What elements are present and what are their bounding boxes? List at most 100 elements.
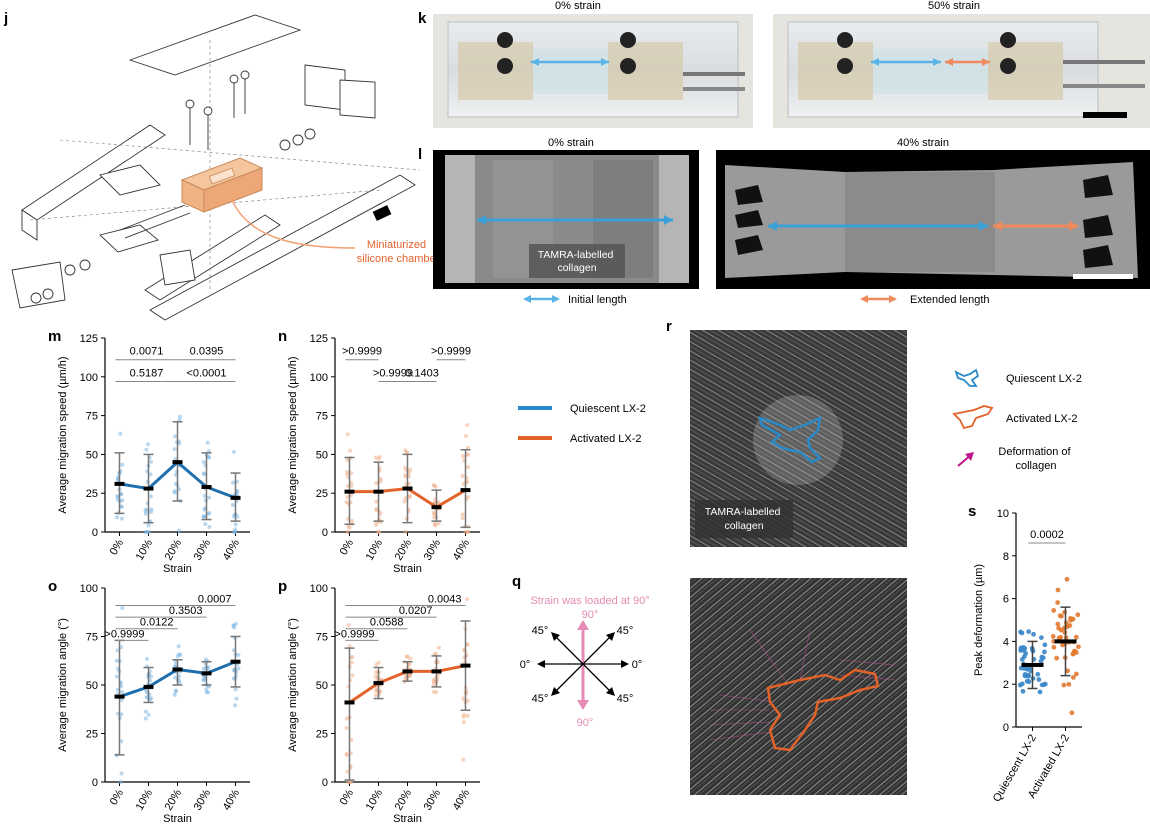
data-point	[177, 680, 182, 685]
data-point	[1054, 655, 1060, 661]
data-point	[1026, 679, 1032, 685]
data-point	[203, 657, 208, 662]
strain-compass: Strain was loaded at 90° 90° 0° 0° 45° 4…	[520, 595, 650, 729]
y-tick-label: 0	[92, 527, 98, 539]
data-point	[1041, 682, 1047, 688]
data-point	[178, 652, 183, 657]
data-point	[1065, 668, 1070, 674]
mean-marker	[114, 694, 125, 699]
l-overlay-text: TAMRA-labelled collagen	[538, 249, 617, 274]
data-point	[1073, 671, 1079, 677]
data-point	[374, 522, 379, 527]
data-point	[348, 448, 353, 453]
data-point	[1064, 576, 1070, 582]
data-point	[350, 673, 355, 678]
q-bottom-label: 90°	[577, 717, 594, 729]
y-axis-label: Average migration speed (µm/h)	[287, 356, 299, 513]
data-point	[148, 494, 153, 499]
data-point	[1060, 642, 1066, 648]
chart-o: 0 25 50 75 100 Average migration angle (°) 0% 1…	[57, 583, 250, 825]
data-point	[172, 447, 177, 452]
x-tick-label: 20%	[163, 537, 185, 562]
x-tick-label: 40%	[221, 787, 243, 812]
data-point	[436, 521, 441, 526]
p-value-label: 0.5187	[130, 367, 164, 379]
data-point	[463, 434, 468, 439]
data-point	[344, 716, 349, 721]
data-point	[234, 696, 239, 701]
data-point	[1055, 621, 1061, 627]
p-value-label: <0.0001	[186, 367, 226, 379]
data-point	[1036, 677, 1042, 682]
mean-marker	[373, 489, 384, 494]
data-point	[373, 693, 378, 698]
data-point	[233, 527, 238, 532]
data-point	[373, 455, 378, 460]
data-point	[120, 516, 125, 521]
data-point	[1076, 644, 1081, 650]
p-value-label: 0.0002	[1030, 529, 1064, 541]
data-point	[378, 511, 383, 516]
data-point	[236, 652, 241, 657]
series-legend: Quiescent LX-2 Activated LX-2	[518, 403, 646, 445]
q-title: Strain was loaded at 90°	[530, 595, 649, 607]
data-point	[230, 503, 235, 508]
x-tick-label: 20%	[393, 787, 415, 812]
x-axis-label: Strain	[163, 813, 192, 825]
data-point	[207, 495, 212, 500]
data-point	[145, 442, 150, 447]
data-point	[1073, 650, 1079, 655]
x-tick-label: 10%	[364, 787, 386, 812]
mean-marker	[431, 669, 442, 674]
data-point	[118, 431, 123, 436]
x-tick-label: 40%	[221, 537, 243, 562]
data-point	[465, 713, 470, 718]
data-point	[201, 666, 206, 671]
x-tick-label: 20%	[393, 537, 415, 562]
y-tick-label: 75	[316, 411, 328, 423]
data-point	[461, 696, 466, 701]
data-point	[119, 689, 124, 694]
y-tick-label: 100	[310, 583, 328, 595]
data-point	[236, 666, 241, 671]
p-value-label: 0.0043	[428, 593, 462, 605]
data-point	[377, 530, 382, 534]
r-microscopy: TAMRA-labelled collagen	[690, 330, 907, 795]
mean-marker	[344, 700, 355, 705]
mean-marker	[114, 481, 125, 486]
data-point	[115, 674, 120, 679]
data-point	[350, 519, 355, 524]
data-point	[465, 698, 470, 703]
p-value-label: >0.9999	[431, 346, 471, 358]
data-point	[176, 528, 181, 533]
mean-marker	[402, 486, 413, 491]
data-point	[1018, 645, 1024, 651]
data-point	[350, 654, 355, 659]
data-point	[349, 483, 354, 488]
data-point	[344, 726, 349, 731]
data-point	[345, 769, 350, 774]
data-point	[465, 445, 470, 450]
data-point	[115, 648, 120, 653]
data-point	[345, 458, 350, 463]
q-left-label: 0°	[520, 659, 531, 671]
data-point	[1061, 682, 1067, 688]
data-point	[143, 709, 148, 714]
data-point	[146, 523, 151, 528]
data-point	[1055, 587, 1061, 593]
data-point	[344, 752, 349, 757]
l-right-title: 40% strain	[897, 137, 949, 149]
y-axis-label: Average migration speed (µm/h)	[57, 356, 69, 513]
chart-m: 0 25 50 75 100 125 Average migration speed (µm…	[57, 333, 250, 575]
mean-marker	[172, 460, 183, 465]
mean-marker	[230, 495, 241, 500]
x-tick-label: 0%	[338, 787, 356, 807]
data-point	[346, 623, 351, 628]
p-value-label: 0.0588	[370, 617, 404, 629]
chart-p: 0 25 50 75 100 Average migration angle (°) 0% 1…	[287, 583, 480, 825]
data-point	[460, 454, 465, 459]
y-axis-label: Average migration angle (°)	[287, 618, 299, 752]
data-point	[461, 714, 466, 719]
r-legend-activated: Activated LX-2	[1006, 413, 1078, 425]
